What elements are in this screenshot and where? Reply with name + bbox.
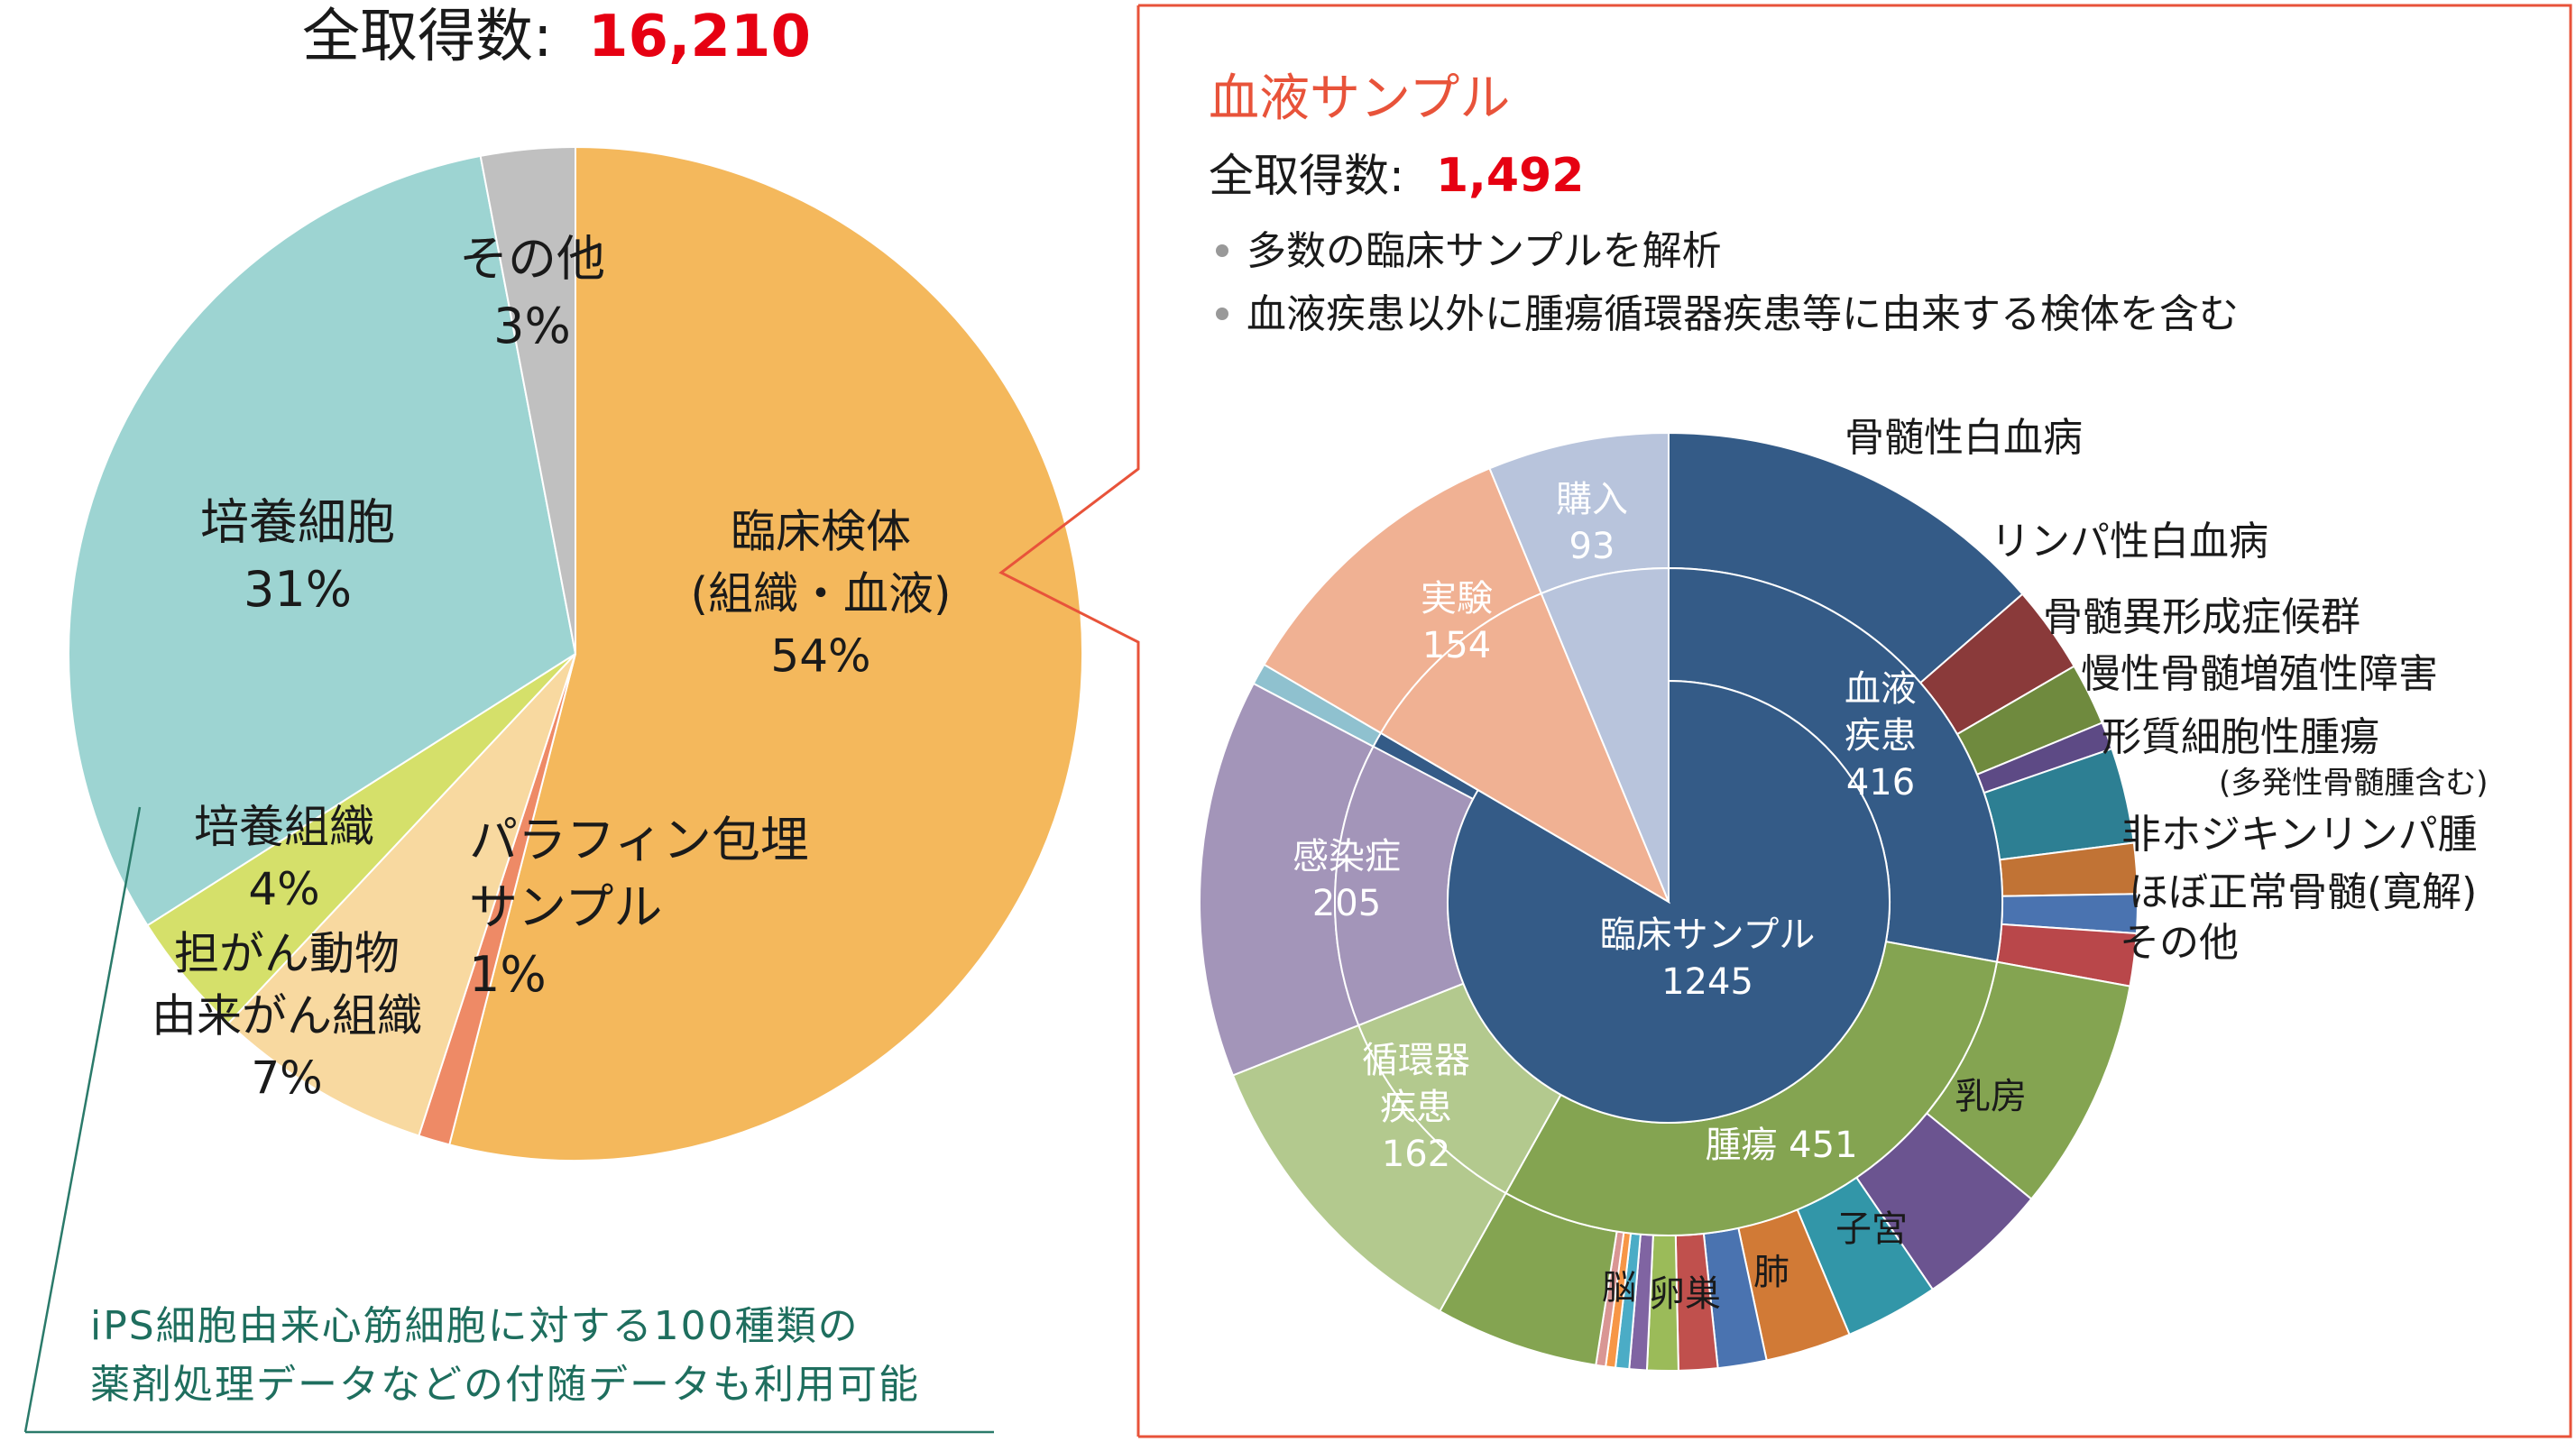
sun-blood-line-1: 疾患 (1845, 715, 1917, 757)
left-pie-label-0-line-2: 54% (770, 630, 870, 683)
left-pie-label-3-line-1: 4% (248, 863, 319, 915)
legend-label-3: 慢性骨髄増殖性障害 (2081, 651, 2438, 697)
bullet-1: 多数の臨床サンプルを解析 (1247, 228, 1722, 274)
sun-cardio-line-1: 疾患 (1380, 1087, 1452, 1128)
sunburst-core-experiment (1379, 592, 1671, 905)
sun-cardio-line-0: 循環器 (1362, 1040, 1470, 1081)
left-pie-label-0-line-0: 臨床検体 (731, 506, 911, 558)
legend-label-6: ほぼ正常骨髄(寛解) (2129, 869, 2477, 915)
right-panel-title: 血液サンプル (1209, 69, 1510, 128)
left-total-label: 全取得数: (302, 4, 553, 70)
left-pie-label-1-line-1: サンプル (469, 879, 662, 936)
sun-infect-line-0: 感染症 (1293, 836, 1401, 877)
legend-label-1: リンパ性白血病 (1991, 519, 2268, 565)
left-total-value: 16,210 (588, 4, 811, 70)
sun-experiment-line-1: 154 (1422, 625, 1491, 666)
left-pie-slice-5 (479, 145, 576, 655)
legend-label-7: その他 (2120, 920, 2239, 966)
left-pie-label-5-line-0: その他 (459, 230, 605, 287)
sunburst-core-purchase (1540, 566, 1670, 903)
left-pie-label-4-line-0: 培養細胞 (200, 493, 395, 550)
right-panel-border (1138, 4, 2572, 1438)
bullet-2: 血液疾患以外に腫瘍循環器疾患等に由来する検体を含む (1247, 291, 2239, 337)
sun-clinical-line-0: 臨床サンプル (1600, 914, 1816, 956)
sun-blood-line-2: 416 (1846, 762, 1915, 804)
left-pie-label-3-line-0: 培養組織 (194, 801, 374, 853)
tumor-label-lung: 肺 (1753, 1252, 1789, 1293)
sun-infect-line-1: 205 (1312, 883, 1381, 924)
sunburst-chart (1199, 431, 2139, 1372)
sun-blood-line-0: 血液 (1845, 668, 1917, 710)
sun-purchase-line-1: 93 (1569, 526, 1615, 567)
callout-pointer (998, 5, 1140, 1437)
left-pie-label-1-line-2: 1% (469, 946, 547, 1003)
left-pie-slice-2 (226, 653, 576, 1137)
left-pie-label-2-line-2: 7% (251, 1052, 322, 1105)
note-connector-line (23, 806, 142, 1433)
left-pie-label-2-line-0: 担がん動物 (174, 928, 400, 980)
left-pie-slice-4 (68, 154, 577, 927)
bullet-dot-1 (1216, 244, 1228, 257)
tumor-label-brain: 脳 (1602, 1268, 1636, 1308)
left-pie-label-1-line-0: パラフィン包埋 (469, 812, 809, 868)
note-line-1: iPS細胞由来心筋細胞に対する100種類の (90, 1303, 860, 1349)
left-pie-label-4-line-1: 31% (244, 561, 352, 618)
legend-label-0: 骨髄性白血病 (1845, 415, 2083, 461)
left-pie-chart (68, 145, 1084, 1162)
legend-label-2: 骨髄異形成症候群 (2043, 594, 2360, 640)
right-total-value: 1,492 (1436, 149, 1584, 203)
sun-tumor-line-0: 腫瘍 451 (1705, 1125, 1857, 1166)
tumor-label-breast: 乳房 (1955, 1076, 2027, 1117)
tumor-label-uterus: 子宮 (1835, 1208, 1908, 1250)
sun-cardio-line-2: 162 (1382, 1134, 1450, 1175)
left-pie-label-2-line-1: 由来がん組織 (152, 990, 422, 1042)
legend-note-4: (多発性骨髄腫含む) (2219, 766, 2489, 802)
note-line-2: 薬剤処理データなどの付随データも利用可能 (90, 1362, 920, 1408)
sun-purchase-line-0: 購入 (1556, 479, 1628, 520)
tumor-label-ovary: 卵巣 (1649, 1273, 1721, 1315)
right-total-label: 全取得数: (1209, 150, 1404, 202)
left-pie-slice-0 (448, 145, 1084, 1162)
left-pie-label-0-line-1: (組織・血液) (690, 568, 951, 620)
bullet-dot-2 (1216, 308, 1228, 320)
sun-experiment-line-0: 実験 (1421, 578, 1493, 620)
left-pie-label-5-line-1: 3% (493, 298, 571, 354)
legend-label-5: 非ホジキンリンパ腫 (2121, 812, 2478, 858)
legend-label-4: 形質細胞性腫瘍 (2102, 714, 2379, 760)
sun-clinical-line-1: 1245 (1661, 961, 1753, 1003)
sunburst-core-clinical (1447, 679, 1891, 1124)
